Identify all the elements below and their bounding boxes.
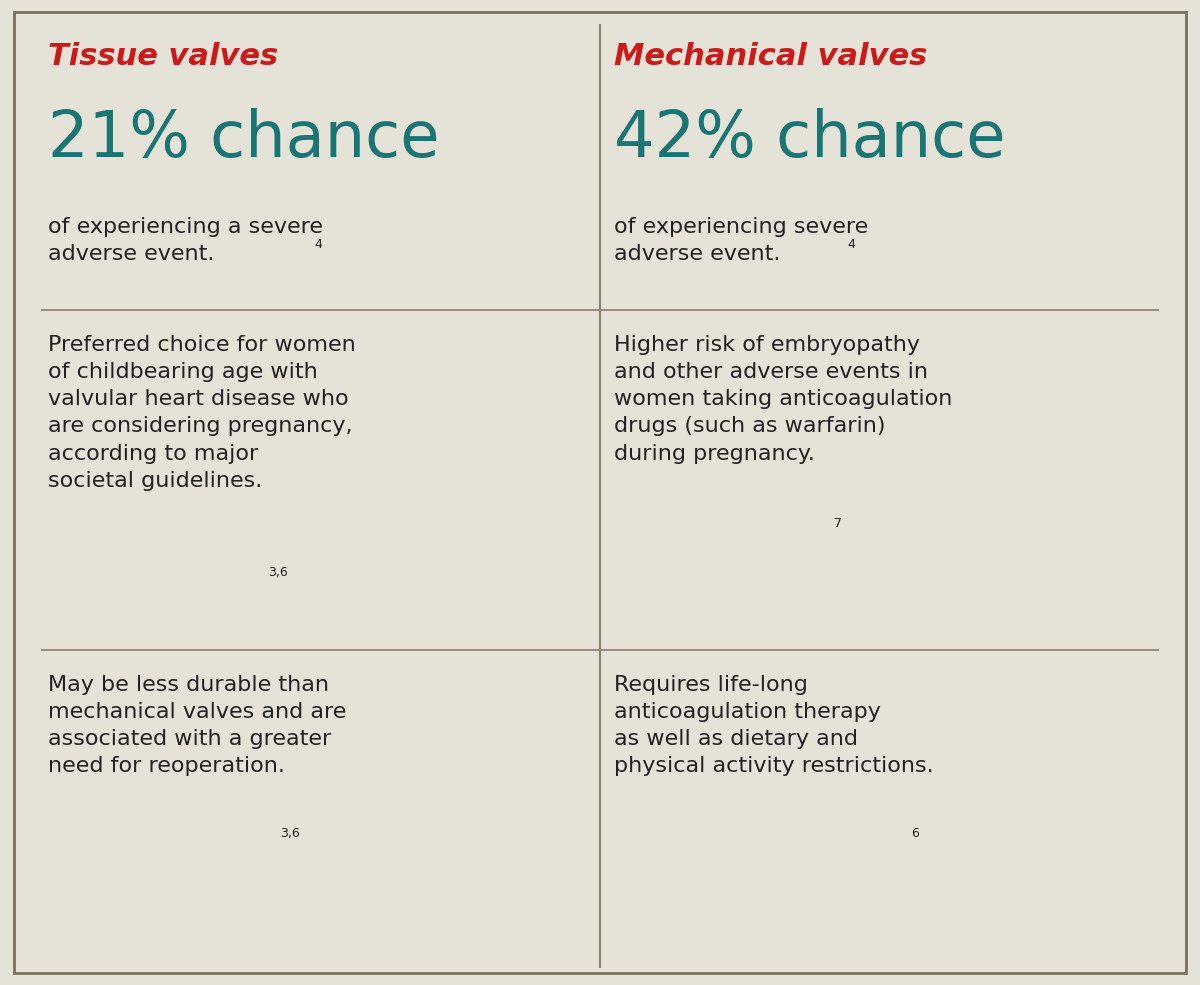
Text: 3,6: 3,6	[268, 566, 287, 579]
Text: 4: 4	[847, 238, 856, 251]
Text: Requires life-long
anticoagulation therapy
as well as dietary and
physical activ: Requires life-long anticoagulation thera…	[614, 675, 934, 776]
Text: of experiencing severe
adverse event.: of experiencing severe adverse event.	[614, 217, 869, 264]
Text: 21% chance: 21% chance	[48, 108, 439, 170]
Text: Tissue valves: Tissue valves	[48, 42, 278, 71]
Text: 6: 6	[911, 827, 919, 840]
Text: of experiencing a severe
adverse event.: of experiencing a severe adverse event.	[48, 217, 323, 264]
Text: Mechanical valves: Mechanical valves	[614, 42, 928, 71]
Text: May be less durable than
mechanical valves and are
associated with a greater
nee: May be less durable than mechanical valv…	[48, 675, 347, 776]
Text: 42% chance: 42% chance	[614, 108, 1006, 170]
Text: 3,6: 3,6	[280, 827, 299, 840]
Text: 7: 7	[834, 517, 842, 530]
Text: 4: 4	[314, 238, 323, 251]
Text: Higher risk of embryopathy
and other adverse events in
women taking anticoagulat: Higher risk of embryopathy and other adv…	[614, 335, 953, 464]
Text: Preferred choice for women
of childbearing age with
valvular heart disease who
a: Preferred choice for women of childbeari…	[48, 335, 355, 491]
